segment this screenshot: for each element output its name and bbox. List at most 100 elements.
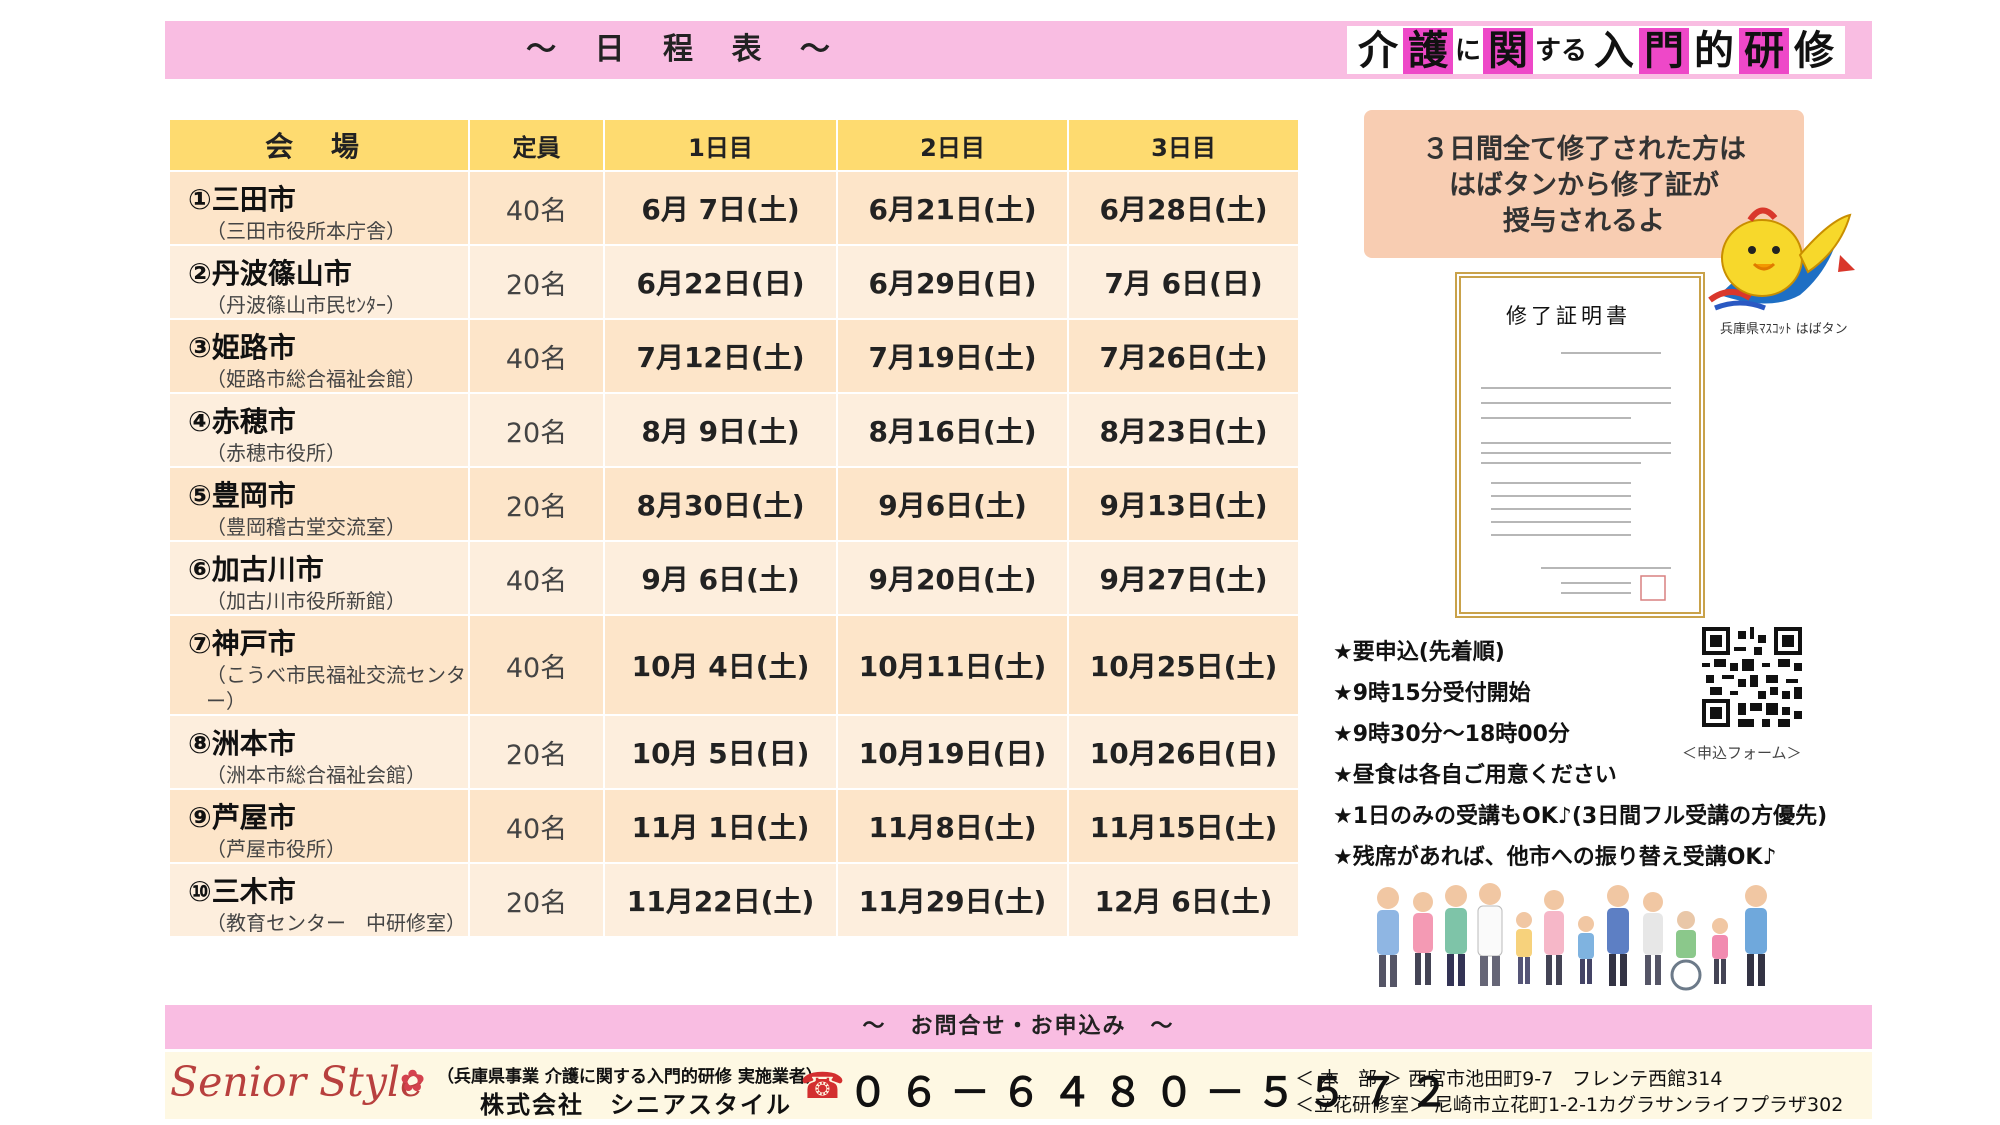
venue-name: ⑨芦屋市	[188, 801, 296, 834]
course-title: 介護に関する入門的研修	[1346, 26, 1845, 74]
venue-location: （芦屋市役所）	[206, 837, 346, 861]
venue-cell: ⑤豊岡市 （豊岡稽古堂交流室）	[170, 466, 470, 540]
day1-date: 8月 9日(土)	[605, 392, 838, 466]
venue-cell: ④赤穂市 （赤穂市役所）	[170, 392, 470, 466]
table-row: ⑧洲本市 （洲本市総合福祉会館） 20名 10月 5日(日) 10月19日(日) 10月2…	[170, 714, 1300, 788]
course-char: 門	[1639, 28, 1689, 74]
day3-date: 7月26日(土)	[1069, 318, 1300, 392]
table-row: ⑦神戸市 （こうべ市民福祉交流センター） 40名 10月 4日(土) 10月11日(土)…	[170, 614, 1300, 714]
note-item: ★9時30分～18時00分	[1333, 722, 1570, 747]
table-row: ④赤穂市 （赤穂市役所） 20名 8月 9日(土) 8月16日(土) 8月23日(土)	[170, 392, 1300, 466]
venue-location: （赤穂市役所）	[206, 441, 346, 465]
venue-location: （こうべ市民福祉交流センター）	[206, 663, 466, 713]
table-row: ③姫路市 （姫路市総合福祉会館） 40名 7月12日(土) 7月19日(土) 7月26日(…	[170, 318, 1300, 392]
venue-cell: ②丹波篠山市 （丹波篠山市民ｾﾝﾀｰ）	[170, 244, 470, 318]
header-day2: 2日目	[838, 120, 1069, 170]
header-place: 会 場	[170, 120, 470, 170]
schedule-table: 会 場 定員 1日目 2日目 3日目 ①三田市 （三田市役所本庁舎） 40名 6月 7…	[170, 120, 1300, 936]
capacity-cell: 40名	[470, 614, 605, 714]
day1-date: 10月 4日(土)	[605, 614, 838, 714]
note-item: ★残席があれば、他市への振り替え受講OK♪	[1333, 845, 1777, 870]
day1-date: 10月 5日(日)	[605, 714, 838, 788]
bubble-line-1: ３日間全て修了された方は	[1422, 134, 1746, 165]
day3-date: 12月 6日(土)	[1069, 862, 1300, 936]
day1-date: 7月12日(土)	[605, 318, 838, 392]
venue-cell: ⑨芦屋市 （芦屋市役所）	[170, 788, 470, 862]
venue-name: ⑥加古川市	[188, 553, 324, 586]
table-row: ⑨芦屋市 （芦屋市役所） 40名 11月 1日(土) 11月8日(土) 11月15日(土)	[170, 788, 1300, 862]
venue-name: ①三田市	[188, 183, 296, 216]
venue-cell: ①三田市 （三田市役所本庁舎）	[170, 170, 470, 244]
bubble-line-2: はばタンから修了証が	[1449, 170, 1719, 201]
course-char: 入	[1594, 28, 1634, 74]
venue-name: ④赤穂市	[188, 405, 296, 438]
day2-date: 9月20日(土)	[838, 540, 1069, 614]
venue-name: ⑤豊岡市	[188, 479, 296, 512]
venue-location: （姫路市総合福祉会館）	[206, 367, 426, 391]
table-row: ①三田市 （三田市役所本庁舎） 40名 6月 7日(土) 6月21日(土) 6月28日(土…	[170, 170, 1300, 244]
company-logo: Senior Style	[170, 1058, 425, 1106]
venue-name: ②丹波篠山市	[188, 257, 352, 290]
flower-logo-icon: ✿	[400, 1064, 426, 1099]
header-day1: 1日目	[605, 120, 838, 170]
course-char: に	[1454, 36, 1481, 66]
note-item: ★要申込(先着順)	[1333, 640, 1505, 665]
capacity-cell: 40名	[470, 318, 605, 392]
venue-location: （丹波篠山市民ｾﾝﾀｰ）	[206, 293, 406, 317]
table-row: ⑤豊岡市 （豊岡稽古堂交流室） 20名 8月30日(土) 9月6日(土) 9月13日(土)	[170, 466, 1300, 540]
phone-number[interactable]: ０６－６４８０－５５７２	[848, 1070, 1460, 1116]
day1-date: 9月 6日(土)	[605, 540, 838, 614]
venue-name: ③姫路市	[188, 331, 296, 364]
phone-icon: ☎	[800, 1066, 845, 1107]
day2-date: 10月11日(土)	[838, 614, 1069, 714]
footer-box	[165, 1052, 1872, 1119]
qr-code-icon[interactable]	[1702, 627, 1802, 727]
venue-location: （加古川市役所新館）	[206, 589, 406, 613]
day3-date: 8月23日(土)	[1069, 392, 1300, 466]
day2-date: 6月29日(日)	[838, 244, 1069, 318]
note-item: ★昼食は各自ご用意ください	[1333, 763, 1617, 788]
day2-date: 6月21日(土)	[838, 170, 1069, 244]
capacity-cell: 20名	[470, 714, 605, 788]
venue-cell: ⑩三木市 （教育センター 中研修室）	[170, 862, 470, 936]
day3-date: 10月26日(日)	[1069, 714, 1300, 788]
note-item: ★9時15分受付開始	[1333, 681, 1531, 706]
course-char: 介	[1357, 28, 1398, 74]
table-row: ⑥加古川市 （加古川市役所新館） 40名 9月 6日(土) 9月20日(土) 9月27日(…	[170, 540, 1300, 614]
capacity-cell: 40名	[470, 788, 605, 862]
capacity-cell: 40名	[470, 540, 605, 614]
day3-date: 11月15日(土)	[1069, 788, 1300, 862]
venue-location: （三田市役所本庁舎）	[206, 219, 406, 243]
day1-date: 6月22日(日)	[605, 244, 838, 318]
day1-date: 11月22日(土)	[605, 862, 838, 936]
day2-date: 10月19日(日)	[838, 714, 1069, 788]
day2-date: 8月16日(土)	[838, 392, 1069, 466]
venue-name: ⑧洲本市	[188, 727, 296, 760]
address-headquarters: ＜ 本 部 ＞ 西宮市池田町9-7 フレンテ西館314	[1295, 1068, 1723, 1090]
note-item: ★1日のみの受講もOK♪(3日間フル受講の方優先)	[1333, 804, 1828, 829]
course-char: 修	[1794, 28, 1834, 74]
day3-date: 10月25日(土)	[1069, 614, 1300, 714]
table-row: ②丹波篠山市 （丹波篠山市民ｾﾝﾀｰ） 20名 6月22日(日) 6月29日(日) 7月 …	[170, 244, 1300, 318]
venue-location: （豊岡稽古堂交流室）	[206, 515, 406, 539]
capacity-cell: 20名	[470, 862, 605, 936]
address-tachibana: ＜立花研修室＞ 尼崎市立花町1-2-1カグラサンライフプラザ302	[1295, 1094, 1844, 1116]
mascot-habatan-icon	[1708, 207, 1855, 311]
venue-location: （教育センター 中研修室）	[206, 911, 466, 935]
contact-bar: ～ お問合せ・お申込み ～	[165, 1005, 1872, 1049]
capacity-cell: 20名	[470, 244, 605, 318]
day2-date: 11月8日(土)	[838, 788, 1069, 862]
day1-date: 8月30日(土)	[605, 466, 838, 540]
certificate-image	[1455, 272, 1705, 618]
venue-name: ⑩三木市	[188, 875, 296, 908]
qr-caption: ＜申込フォーム＞	[1682, 744, 1802, 762]
day3-date: 6月28日(土)	[1069, 170, 1300, 244]
venue-cell: ⑧洲本市 （洲本市総合福祉会館）	[170, 714, 470, 788]
speech-bubble: ３日間全て修了された方は はばタンから修了証が 授与されるよ	[1364, 110, 1804, 258]
venue-location: （洲本市総合福祉会館）	[206, 763, 426, 787]
people-illustration-icon	[1377, 883, 1767, 991]
venue-name: ⑦神戸市	[188, 627, 296, 660]
notes-list: ★要申込(先着順) ★9時15分受付開始 ★9時30分～18時00分 ★昼食は各自ご用…	[1333, 632, 1827, 878]
course-char: 的	[1694, 28, 1734, 74]
venue-cell: ⑦神戸市 （こうべ市民福祉交流センター）	[170, 614, 470, 714]
